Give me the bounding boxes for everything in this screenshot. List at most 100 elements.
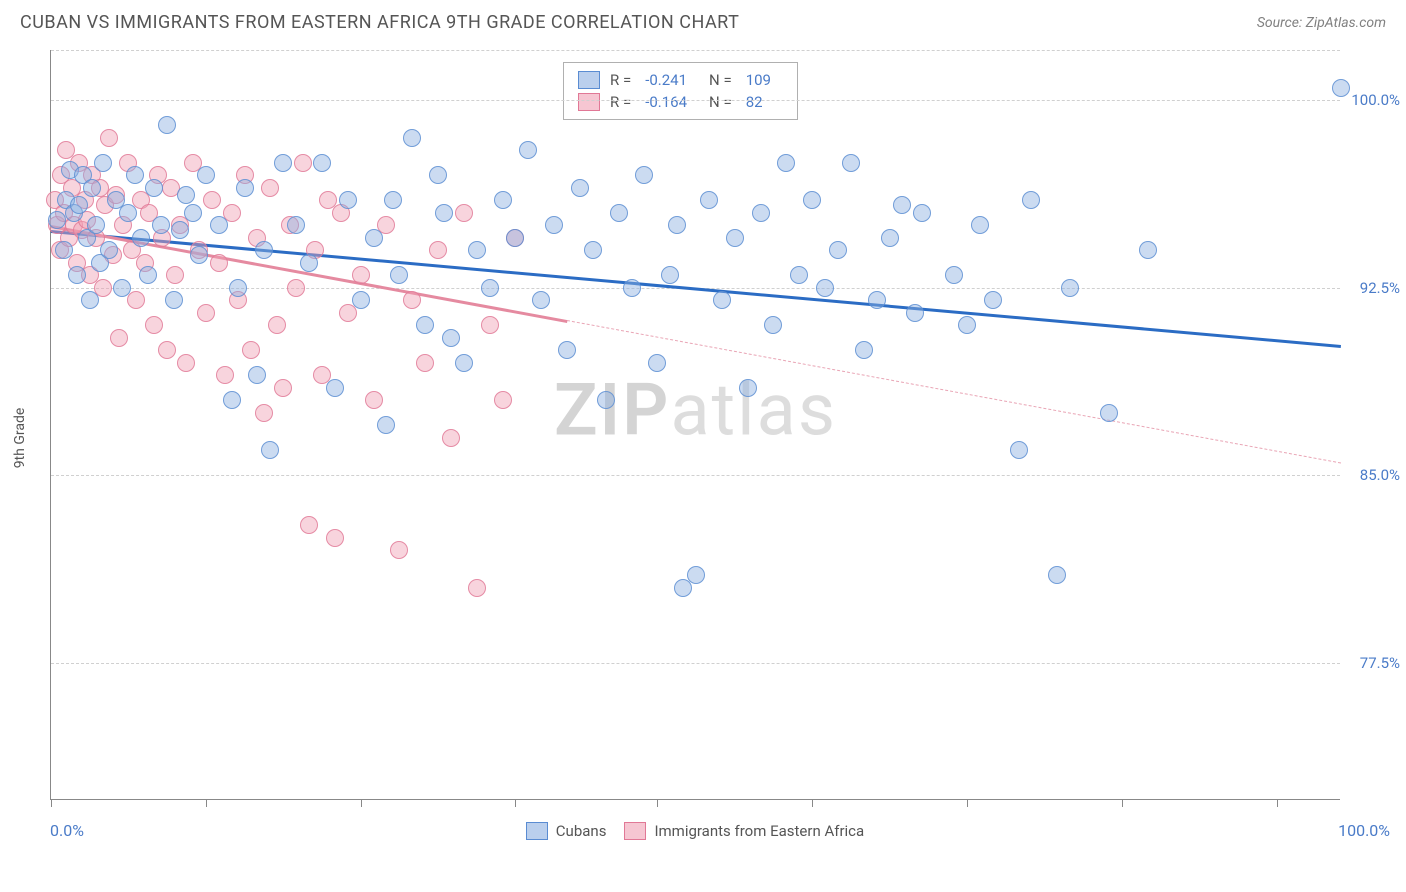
scatter-point	[958, 316, 976, 334]
scatter-point	[764, 316, 782, 334]
scatter-point	[177, 186, 195, 204]
scatter-point	[242, 341, 260, 359]
scatter-point	[197, 304, 215, 322]
scatter-point	[558, 341, 576, 359]
scatter-point	[203, 191, 221, 209]
scatter-point	[268, 316, 286, 334]
scatter-point	[139, 266, 157, 284]
scatter-point	[210, 254, 228, 272]
scatter-point	[532, 291, 550, 309]
scatter-point	[571, 179, 589, 197]
scatter-point	[184, 204, 202, 222]
scatter-point	[584, 241, 602, 259]
swatch-blue-icon	[526, 822, 548, 840]
scatter-point	[1022, 191, 1040, 209]
scatter-point	[816, 279, 834, 297]
stats-box: R = -0.241 N = 109 R = -0.164 N = 82	[563, 62, 798, 120]
scatter-point	[248, 366, 266, 384]
y-axis-label: 9th Grade	[12, 408, 28, 469]
scatter-point	[610, 204, 628, 222]
scatter-point	[1061, 279, 1079, 297]
scatter-point	[113, 279, 131, 297]
scatter-point	[777, 154, 795, 172]
scatter-point	[635, 166, 653, 184]
scatter-point	[494, 391, 512, 409]
scatter-point	[339, 191, 357, 209]
scatter-point	[519, 141, 537, 159]
scatter-point	[171, 221, 189, 239]
scatter-point	[68, 266, 86, 284]
scatter-point	[661, 266, 679, 284]
scatter-point	[326, 379, 344, 397]
scatter-point	[127, 291, 145, 309]
y-tick-label: 85.0%	[1360, 466, 1400, 484]
scatter-point	[829, 241, 847, 259]
x-axis-max-label: 100.0%	[1338, 821, 1390, 840]
scatter-point	[545, 216, 563, 234]
scatter-point	[352, 291, 370, 309]
scatter-point	[132, 229, 150, 247]
scatter-point	[435, 204, 453, 222]
x-tick	[361, 799, 362, 807]
chart-source: Source: ZipAtlas.com	[1257, 15, 1386, 31]
scatter-point	[868, 291, 886, 309]
scatter-point	[287, 279, 305, 297]
scatter-point	[87, 216, 105, 234]
scatter-point	[687, 566, 705, 584]
scatter-point	[145, 179, 163, 197]
scatter-point	[442, 329, 460, 347]
scatter-point	[83, 179, 101, 197]
scatter-point	[700, 191, 718, 209]
scatter-point	[274, 379, 292, 397]
scatter-point	[287, 216, 305, 234]
scatter-point	[236, 179, 254, 197]
y-tick-label: 92.5%	[1360, 279, 1400, 297]
chart-header: CUBAN VS IMMIGRANTS FROM EASTERN AFRICA …	[0, 0, 1406, 41]
trend-line	[51, 225, 567, 322]
scatter-point	[906, 304, 924, 322]
scatter-point	[261, 441, 279, 459]
scatter-point	[1010, 441, 1028, 459]
legend-label-cubans: Cubans	[556, 822, 607, 840]
scatter-point	[881, 229, 899, 247]
scatter-point	[623, 279, 641, 297]
scatter-point	[1100, 404, 1118, 422]
scatter-point	[223, 391, 241, 409]
x-tick	[1277, 799, 1278, 807]
scatter-point	[94, 154, 112, 172]
scatter-point	[165, 291, 183, 309]
scatter-point	[403, 129, 421, 147]
scatter-point	[300, 516, 318, 534]
scatter-point	[152, 216, 170, 234]
scatter-point	[377, 416, 395, 434]
scatter-point	[455, 354, 473, 372]
scatter-point	[403, 291, 421, 309]
watermark: ZIPatlas	[554, 367, 837, 452]
scatter-point	[468, 579, 486, 597]
scatter-point	[352, 266, 370, 284]
scatter-point	[913, 204, 931, 222]
scatter-point	[158, 341, 176, 359]
scatter-point	[145, 316, 163, 334]
scatter-point	[1139, 241, 1157, 259]
plot-area: ZIPatlas R = -0.241 N = 109 R = -0.164 N…	[50, 50, 1340, 800]
x-tick	[967, 799, 968, 807]
scatter-point	[300, 254, 318, 272]
scatter-point	[55, 241, 73, 259]
scatter-point	[210, 216, 228, 234]
scatter-point	[803, 191, 821, 209]
scatter-point	[429, 166, 447, 184]
scatter-point	[326, 529, 344, 547]
scatter-point	[390, 266, 408, 284]
scatter-point	[390, 541, 408, 559]
x-tick	[1122, 799, 1123, 807]
scatter-point	[713, 291, 731, 309]
trend-line	[567, 320, 1341, 463]
scatter-point	[893, 196, 911, 214]
scatter-point	[1048, 566, 1066, 584]
scatter-point	[506, 229, 524, 247]
swatch-blue-icon	[578, 71, 600, 89]
x-tick	[51, 799, 52, 807]
scatter-point	[100, 241, 118, 259]
scatter-point	[726, 229, 744, 247]
